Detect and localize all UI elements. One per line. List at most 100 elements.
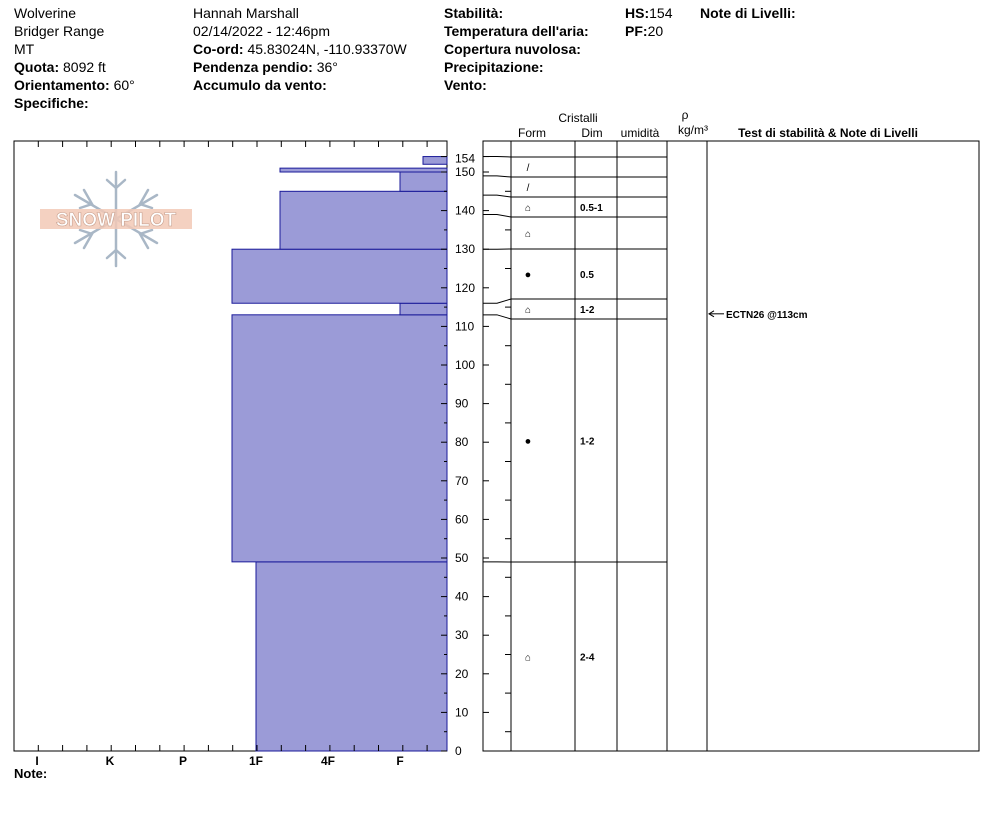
coords-value: 45.83024N, -110.93370W [247, 41, 407, 57]
grain-form-symbol: / [527, 163, 530, 174]
hardness-bar [399, 302, 448, 316]
depth-tick-label: 30 [455, 628, 469, 642]
air-temp-label: Temperatura dell'aria: [444, 23, 589, 39]
density-unit-header: kg/m³ [678, 123, 708, 137]
depth-tick-label: 120 [455, 281, 475, 295]
hs-label: HS: [625, 5, 650, 21]
test-arrow-icon [708, 310, 715, 318]
location-name: Wolverine [14, 5, 76, 21]
stability-test-label: ECTN26 @113cm [726, 310, 808, 321]
pf-row: PF:20 [625, 22, 672, 40]
conditions-info: Stabilità: Temperatura dell'aria: Copert… [444, 4, 589, 94]
wind-label: Vento: [444, 77, 487, 93]
wind-loading-label: Accumulo da vento: [193, 77, 327, 93]
layer-notes-label: Note di Livelli: [700, 5, 796, 21]
hardness-label: I [35, 754, 38, 768]
layer-connector-line [483, 298, 512, 304]
notes-label: Note: [14, 766, 47, 781]
hardness-bar [279, 190, 448, 250]
hardness-label: K [106, 754, 115, 768]
location-state: MT [14, 41, 35, 57]
coords-label: Co-ord: [193, 41, 244, 57]
hardness-bar [231, 248, 448, 304]
depth-tick-label: 100 [455, 358, 475, 372]
observer-info: Hannah Marshall 02/14/2022 - 12:46pm Co-… [193, 4, 407, 94]
aspect-label: Orientamento: [14, 77, 110, 93]
elevation-value: 8092 ft [63, 59, 106, 75]
stability-label: Stabilità: [444, 5, 504, 21]
depth-tick-label: 140 [455, 204, 475, 218]
tests-header: Test di stabilità & Note di Livelli [738, 126, 918, 140]
layer-connector-line [483, 314, 512, 320]
depth-tick-label: 90 [455, 397, 469, 411]
aspect-value: 60° [113, 77, 135, 93]
hs-value: 154 [649, 5, 673, 21]
depth-tick-label: 60 [455, 512, 469, 526]
grain-size: 0.5 [580, 270, 594, 281]
wind-loading-row: Accumulo da vento: [193, 76, 407, 94]
grain-form-symbol: ⌂ [525, 229, 531, 240]
depth-tick-label: 110 [455, 319, 474, 333]
hardness-tick-marks [13, 141, 428, 751]
observer-name: Hannah Marshall [193, 5, 299, 21]
pf-value: 20 [647, 23, 664, 39]
pf-label: PF: [625, 23, 648, 39]
grain-size: 1-2 [580, 437, 595, 448]
depth-tick-label: 80 [455, 435, 469, 449]
hardness-bar [279, 167, 448, 173]
hardness-bar [231, 314, 448, 563]
hardness-bars [231, 156, 448, 752]
crystals-header: Cristalli [558, 111, 597, 125]
grain-size: 2-4 [580, 653, 595, 664]
elevation-label: Quota: [14, 59, 60, 75]
hardness-label: F [396, 754, 403, 768]
depth-tick-label: 130 [455, 242, 475, 256]
layer-notes-header: Note di Livelli: [700, 4, 796, 22]
snow-info: HS:154 PF:20 [625, 4, 672, 40]
specifics-row: Specifiche: [14, 94, 135, 112]
layer-connector-line [483, 213, 512, 218]
location-info: Wolverine Bridger Range MT Quota: 8092 f… [14, 4, 135, 112]
slope-label: Pendenza pendio: [193, 59, 313, 75]
depth-tick-label: 0 [455, 744, 462, 758]
aspect-row: Orientamento: 60° [14, 76, 135, 94]
specifics-label: Specifiche: [14, 95, 89, 111]
grain-form-symbol: ⌂ [525, 203, 531, 214]
precipitation-label: Precipitazione: [444, 59, 544, 75]
form-header: Form [518, 126, 546, 140]
slope-row: Pendenza pendio: 36° [193, 58, 407, 76]
grain-form-symbol: ● [525, 436, 532, 448]
size-header: Dim [581, 126, 602, 140]
depth-tick-label: 150 [455, 165, 475, 179]
coords-row: Co-ord: 45.83024N, -110.93370W [193, 40, 407, 58]
stratigraphy-layers: / / ⌂ 0.5-1 ⌂ ● 0.5 ⌂ 1-2 ● 1-2 ⌂ 2-4 ECTN26 @113cm [483, 156, 808, 664]
depth-tick-label: 10 [455, 705, 469, 719]
depth-tick-label: 20 [455, 667, 469, 681]
hs-row: HS:154 [625, 4, 672, 22]
moisture-header: umidità [621, 126, 660, 140]
grain-form-symbol: ⌂ [525, 305, 531, 316]
slope-value: 36° [316, 59, 338, 75]
layer-connector-line [483, 194, 512, 198]
snowpilot-logo: SNOW PILOT [40, 170, 192, 268]
grain-form-symbol: ⌂ [525, 653, 531, 664]
grain-form-symbol: / [527, 183, 530, 194]
depth-tick-label: 50 [455, 551, 469, 565]
hardness-bar [255, 561, 448, 752]
hardness-bar [399, 171, 448, 192]
logo-banner [40, 209, 192, 229]
hardness-label: 1F [249, 754, 263, 768]
observation-datetime: 02/14/2022 - 12:46pm [193, 23, 330, 39]
logo-text: SNOW PILOT [56, 210, 177, 231]
density-symbol-header: ρ [682, 108, 689, 122]
hardness-label: P [179, 754, 187, 768]
depth-tick-label: 70 [455, 474, 469, 488]
layer-connector-line [483, 175, 512, 178]
grain-form-symbol: ● [525, 269, 532, 281]
hardness-label: 4F [321, 754, 335, 768]
depth-tick-label: 40 [455, 590, 469, 604]
cloud-cover-label: Copertura nuvolosa: [444, 41, 581, 57]
grain-size: 0.5-1 [580, 203, 603, 214]
